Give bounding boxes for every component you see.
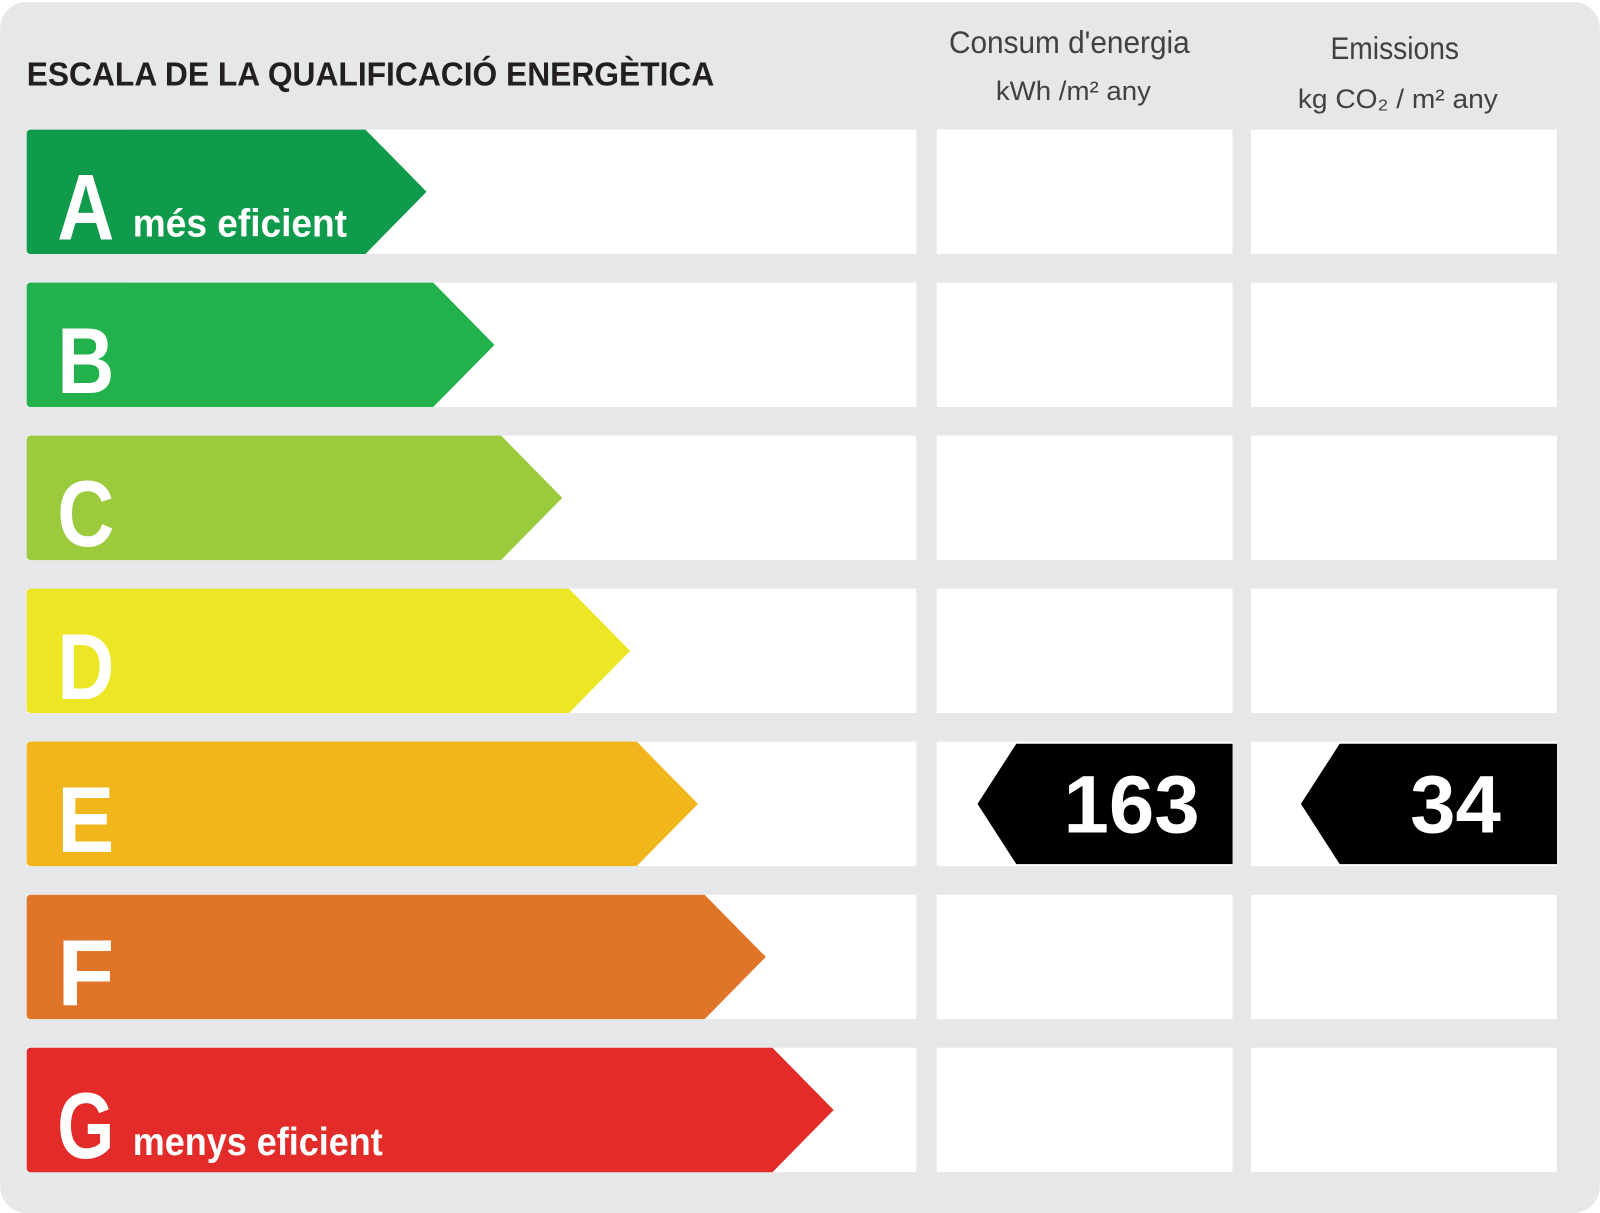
consumption-cell (936, 129, 1233, 255)
emissions-cell (1250, 435, 1557, 561)
emissions-cell (1250, 282, 1557, 408)
consumption-cell (936, 282, 1233, 408)
emissions-value: 34 (1410, 759, 1501, 850)
consumption-cell (936, 1047, 1233, 1173)
column-unit: kWh /m² any (996, 76, 1152, 106)
consumption-cell (936, 894, 1233, 1020)
rating-letter: F (57, 920, 114, 1025)
rating-arrow (26, 129, 427, 255)
rating-arrow (26, 435, 563, 561)
column-title: Consum d'energia (949, 24, 1190, 60)
consumption-cell (936, 588, 1233, 714)
rating-note: més eficient (133, 203, 347, 246)
emissions-cell (1250, 894, 1557, 1020)
rating-arrow (26, 1047, 834, 1173)
title: ESCALA DE LA QUALIFICACIÓ ENERGÈTICA (27, 56, 715, 94)
rating-note: menys eficient (133, 1121, 383, 1164)
consumption-value: 163 (1063, 759, 1199, 850)
rating-arrow (26, 282, 495, 408)
rating-letter: G (57, 1073, 114, 1178)
emissions-cell (1250, 129, 1557, 255)
consumption-cell (936, 435, 1233, 561)
rating-letter: E (57, 767, 114, 872)
rating-arrow (26, 588, 631, 714)
column-unit: kg CO₂ / m² any (1298, 84, 1499, 114)
consumption-marker (977, 743, 1233, 865)
column-title: Emissions (1330, 30, 1459, 66)
rating-letter: B (57, 308, 114, 413)
rating-arrow (26, 741, 698, 867)
rating-arrow (26, 894, 766, 1020)
emissions-marker (1300, 743, 1557, 865)
rating-letter: D (57, 614, 114, 719)
rating-letter: C (57, 461, 114, 566)
emissions-cell (1250, 1047, 1557, 1173)
emissions-cell (1250, 588, 1557, 714)
rating-letter: A (57, 155, 114, 260)
